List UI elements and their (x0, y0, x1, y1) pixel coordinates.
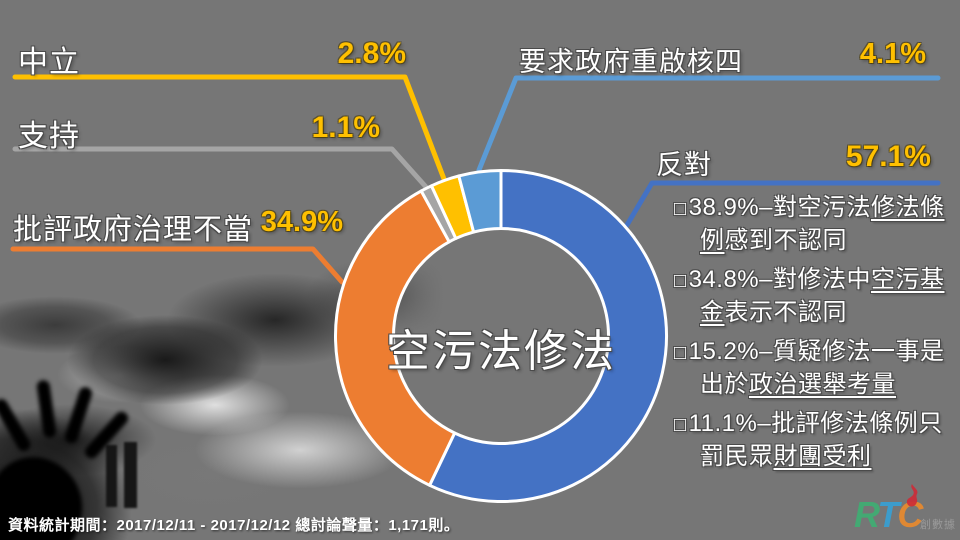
opinion-text: 財團受利 (773, 443, 872, 470)
donut-slice (457, 169, 503, 234)
donut-slice (428, 169, 668, 503)
opinion-text: 表示不認同 (724, 299, 847, 326)
callout-label-restart-nuclear: 要求政府重啟核四 (519, 47, 743, 77)
callout-value-oppose: 57.1% (845, 140, 931, 173)
bullet-square-icon: □ (674, 414, 687, 436)
opinion-text: 11.1%–批評修法條例只罰民眾 (688, 410, 943, 470)
callout-label-support: 支持 (18, 120, 80, 153)
opinion-text: 空污基金 (700, 266, 945, 326)
leader-line-zhongli (12, 74, 447, 182)
opinion-item: □15.2%–質疑修法一事是出於政治選舉考量 (674, 336, 956, 400)
rtc-logo: RTC 創數據 (854, 484, 958, 538)
leader-line-fandui (621, 180, 941, 233)
opinion-text: 修法條例 (700, 194, 945, 254)
flame-icon (906, 484, 918, 507)
callout-label-criticize-govt: 批評政府治理不當 (13, 214, 254, 246)
opinion-text: 34.8%–對修法中 (688, 266, 871, 293)
logo-letter: R (854, 494, 879, 535)
chart-center-title: 空污法修法 (386, 327, 616, 376)
opinion-text: 感到不認同 (724, 227, 847, 254)
leader-line-piping (10, 246, 345, 285)
opinion-text: 政治選舉考量 (749, 371, 896, 398)
opinion-text: 38.9%–對空污法 (688, 194, 871, 221)
donut-slice (334, 189, 457, 487)
data-period-stats: 資料統計期間：2017/12/11 - 2017/12/12 總討論聲量：1,1… (8, 517, 460, 534)
opinion-item: □34.8%–對修法中空污基金表示不認同 (674, 264, 956, 328)
callout-value-neutral: 2.8% (337, 37, 406, 70)
callout-value-restart-nuclear: 4.1% (859, 38, 926, 70)
opinion-item: □11.1%–批評修法條例只罰民眾財團受利 (674, 408, 956, 472)
opinion-text: 15.2%–質疑修法一事是出於 (688, 338, 945, 398)
callout-label-oppose: 反對 (656, 150, 712, 180)
bullet-square-icon: □ (674, 270, 687, 292)
chimney-shape (106, 445, 117, 507)
opinion-item: □38.9%–對空污法修法條例感到不認同 (674, 192, 956, 256)
chimney-shape (124, 442, 137, 508)
leader-line-yaoqiu (476, 75, 941, 173)
donut-chart (334, 169, 668, 503)
leader-line-zhichi (12, 146, 429, 190)
oppose-breakdown-list: □38.9%–對空污法修法條例感到不認同 □34.8%–對修法中空污基金表示不認同… (674, 192, 956, 480)
bullet-square-icon: □ (674, 342, 687, 364)
bullet-square-icon: □ (674, 198, 687, 220)
logo-subtext: 創數據 (920, 519, 956, 531)
callout-label-neutral: 中立 (18, 46, 80, 79)
callout-value-support: 1.1% (311, 111, 380, 144)
logo-letter: T (877, 494, 899, 535)
callout-value-criticize-govt: 34.9% (260, 206, 343, 238)
